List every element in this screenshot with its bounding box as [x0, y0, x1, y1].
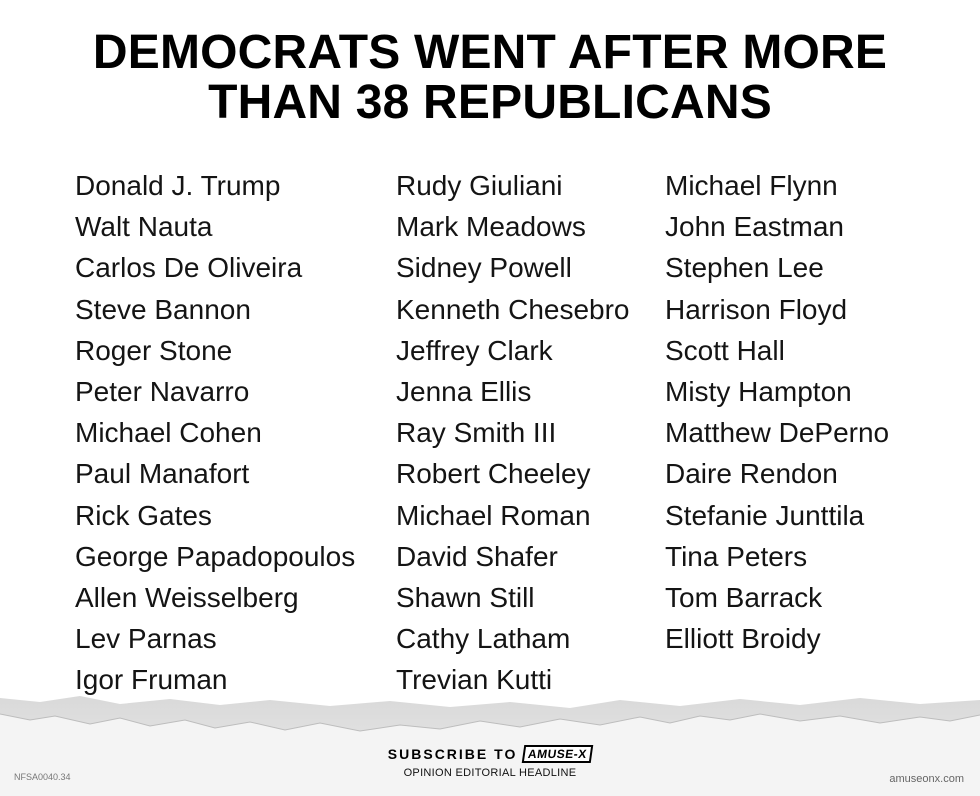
- name-item: Kenneth Chesebro: [396, 293, 630, 325]
- name-item: Igor Fruman: [75, 664, 228, 696]
- name-item: Stefanie Junttila: [665, 499, 865, 531]
- name-item: Sidney Powell: [396, 252, 572, 284]
- name-item: Misty Hampton: [665, 375, 852, 407]
- name-item: Steve Bannon: [75, 293, 251, 325]
- name-item: Harrison Floyd: [665, 293, 848, 325]
- name-item: David Shafer: [396, 540, 558, 572]
- name-item: Tom Barrack: [665, 581, 823, 613]
- name-item: Rick Gates: [75, 499, 212, 531]
- brand-logo: AMUSE-X: [522, 745, 594, 763]
- name-item: Matthew DePerno: [665, 417, 890, 449]
- name-item: Peter Navarro: [75, 375, 250, 407]
- name-item: Ray Smith III: [396, 417, 557, 449]
- torn-paper-band: [0, 690, 980, 796]
- name-item: George Papadopoulos: [75, 540, 356, 572]
- torn-paper-edge: [0, 696, 980, 796]
- name-item: Elliott Broidy: [665, 623, 821, 655]
- name-item: Shawn Still: [396, 581, 535, 613]
- name-item: Michael Cohen: [75, 417, 262, 449]
- image-code: NFSA0040.34: [14, 772, 71, 782]
- name-item: Michael Roman: [396, 499, 591, 531]
- tagline: OPINION EDITORIAL HEADLINE: [403, 767, 577, 779]
- name-item: Mark Meadows: [396, 211, 586, 243]
- name-item: Trevian Kutti: [396, 664, 553, 696]
- names-column-3: Michael Flynn John Eastman Stephen Lee Harr…: [665, 165, 889, 659]
- name-item: Michael Flynn: [665, 170, 838, 201]
- name-item: Roger Stone: [75, 334, 233, 366]
- name-item: Scott Hall: [665, 334, 785, 366]
- name-item: Rudy Giuliani: [396, 170, 563, 201]
- name-item: Stephen Lee: [665, 252, 824, 284]
- name-item: Tina Peters: [665, 540, 808, 572]
- name-item: Cathy Latham: [396, 623, 571, 655]
- names-column-2: Rudy Giuliani Mark Meadows Sidney Powell Ke…: [396, 165, 630, 700]
- name-item: Jenna Ellis: [396, 375, 532, 407]
- subscribe-line: SUBSCRIBE TO AMUSE-X: [387, 745, 594, 763]
- headline-line-2: THAN 38 REPUBLICANS: [208, 76, 772, 129]
- name-item: Walt Nauta: [75, 211, 213, 243]
- name-item: Daire Rendon: [665, 458, 838, 490]
- subscribe-text: SUBSCRIBE TO: [387, 746, 518, 762]
- name-item: Paul Manafort: [75, 458, 250, 490]
- names-column-1: Donald J. Trump Walt Nauta Carlos De Olive…: [75, 165, 355, 700]
- name-item: Robert Cheeley: [396, 458, 591, 490]
- name-item: Lev Parnas: [75, 623, 217, 655]
- name-item: John Eastman: [665, 211, 844, 243]
- name-item: Jeffrey Clark: [396, 334, 553, 366]
- headline: DEMOCRATS WENT AFTER MORE THAN 38 REPUBL…: [0, 28, 980, 128]
- name-item: Allen Weisselberg: [75, 581, 299, 613]
- site-url: amuseonx.com: [889, 773, 964, 785]
- name-item: Donald J. Trump: [75, 170, 281, 201]
- headline-line-1: DEMOCRATS WENT AFTER MORE: [92, 26, 888, 79]
- subscribe-block: SUBSCRIBE TO AMUSE-X OPINION EDITORIAL H…: [0, 745, 980, 779]
- name-item: Carlos De Oliveira: [75, 252, 303, 284]
